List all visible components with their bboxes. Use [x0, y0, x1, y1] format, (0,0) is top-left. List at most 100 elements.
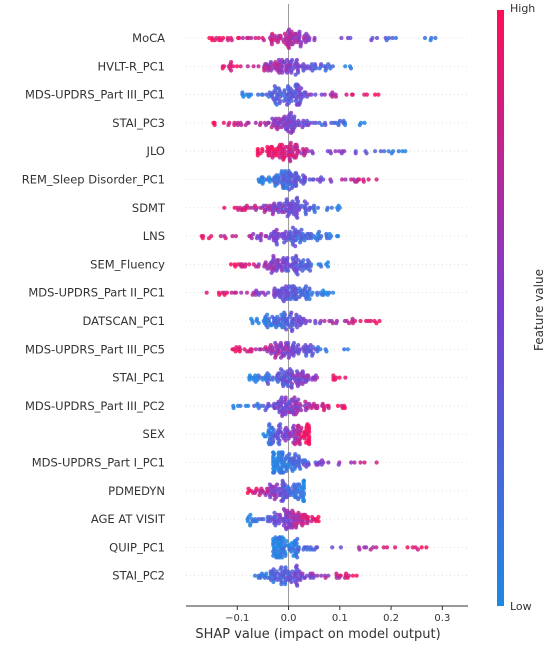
shap-point — [271, 470, 276, 475]
shap-point — [337, 375, 342, 380]
shap-point — [266, 153, 271, 158]
shap-point — [267, 90, 272, 95]
shap-point — [284, 42, 289, 47]
shap-point — [293, 244, 298, 249]
shap-point — [284, 468, 289, 473]
shap-point — [285, 144, 290, 150]
shap-point — [255, 153, 260, 158]
shap-point — [324, 231, 329, 237]
shap-point — [405, 545, 410, 550]
shap-point — [302, 90, 307, 95]
shap-point — [283, 582, 288, 587]
shap-point — [282, 31, 287, 36]
shap-point — [304, 118, 310, 123]
feature-label: QUIP_PC1 — [109, 540, 165, 554]
shap-point — [268, 495, 273, 500]
shap-point — [278, 355, 284, 360]
shap-point — [296, 454, 301, 459]
shap-point — [246, 403, 251, 408]
shap-point — [329, 179, 334, 184]
shap-point — [212, 122, 217, 128]
feature-label: MDS-UPDRS_Part III_PC1 — [25, 88, 165, 102]
shap-point — [278, 422, 283, 427]
shap-point — [377, 318, 382, 324]
shap-point — [256, 321, 261, 326]
shap-point — [283, 565, 288, 570]
shap-point — [265, 68, 271, 73]
shap-point — [382, 149, 387, 154]
shap-point — [290, 199, 295, 204]
shap-point — [298, 44, 303, 49]
shap-point — [298, 466, 303, 471]
shap-point — [265, 575, 270, 580]
shap-point — [265, 144, 270, 150]
feature-label: DATSCAN_PC1 — [83, 314, 165, 328]
shap-point — [304, 147, 309, 152]
shap-point — [288, 159, 293, 164]
shap-point — [258, 575, 263, 580]
shap-point — [266, 175, 272, 180]
shap-point — [290, 42, 295, 47]
shap-point — [269, 260, 274, 265]
shap-point — [266, 290, 271, 295]
shap-point — [258, 205, 263, 210]
shap-point — [245, 64, 250, 69]
shap-point — [307, 207, 312, 212]
shap-point — [260, 175, 265, 180]
beeswarm-points — [199, 27, 438, 588]
shap-point — [301, 498, 306, 503]
shap-point — [294, 296, 299, 302]
shap-point — [319, 573, 324, 578]
shap-point — [285, 316, 290, 321]
shap-point — [297, 401, 302, 406]
shap-point — [313, 347, 318, 352]
shap-point — [296, 207, 302, 212]
shap-point — [252, 403, 257, 408]
shap-point — [247, 262, 252, 267]
shap-point — [253, 35, 258, 41]
shap-point — [274, 147, 279, 152]
shap-point — [290, 256, 295, 261]
shap-point — [293, 238, 298, 243]
shap-point — [217, 292, 222, 297]
shap-point — [220, 66, 225, 71]
shap-point — [247, 373, 252, 378]
shap-point — [320, 403, 325, 408]
shap-point — [296, 497, 301, 502]
shap-point — [403, 149, 408, 154]
shap-point — [321, 177, 326, 182]
shap-point — [294, 563, 299, 568]
shap-point — [289, 430, 294, 435]
shap-point — [415, 547, 420, 552]
shap-point — [259, 92, 264, 97]
shap-point — [271, 536, 276, 542]
shap-point — [373, 92, 378, 97]
shap-point — [294, 369, 300, 374]
shap-point — [310, 377, 315, 382]
shap-point — [293, 183, 298, 188]
shap-point — [297, 314, 302, 319]
shap-point — [305, 258, 310, 263]
shap-point — [357, 122, 362, 128]
shap-point — [295, 458, 300, 463]
shap-point — [312, 38, 317, 43]
shap-point — [239, 290, 244, 295]
shap-point — [328, 92, 333, 97]
shap-point — [313, 321, 318, 326]
shap-point — [300, 523, 305, 528]
shap-point — [336, 234, 341, 239]
shap-point — [252, 203, 258, 208]
shap-point — [300, 147, 306, 152]
shap-point — [253, 379, 258, 384]
shap-point — [374, 177, 379, 182]
shap-point — [422, 35, 428, 41]
shap-point — [354, 179, 359, 184]
shap-point — [254, 288, 259, 293]
shap-point — [286, 569, 291, 574]
shap-point — [272, 510, 277, 515]
feature-label: JLO — [146, 144, 165, 158]
shap-point — [276, 323, 281, 328]
shap-point — [315, 238, 320, 243]
shap-point — [206, 236, 212, 241]
